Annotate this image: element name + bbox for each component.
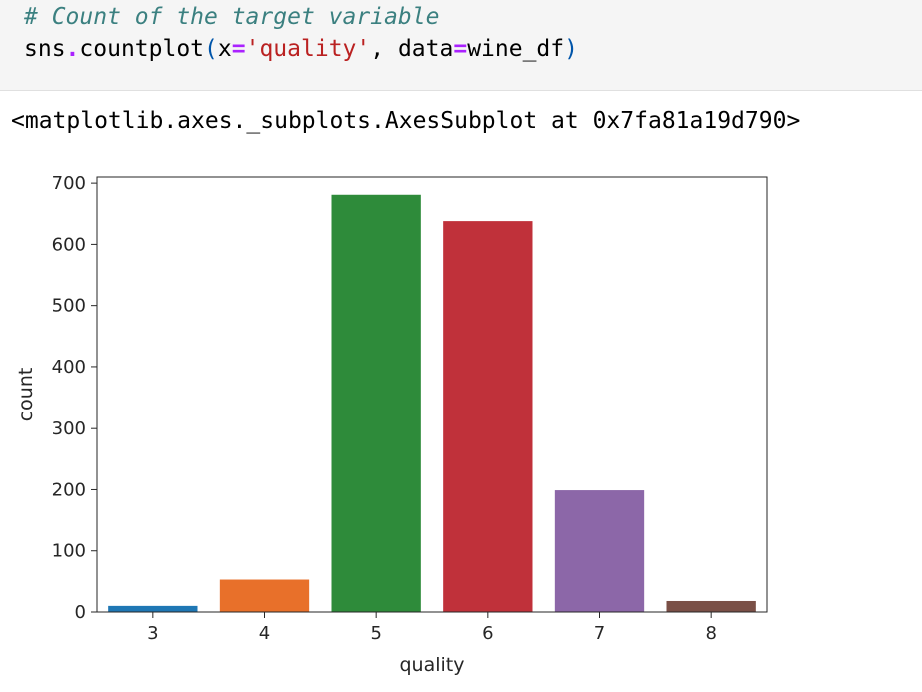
x-tick-label: 5 [370,623,381,644]
code-token-close-paren: ) [564,36,578,62]
code-token-arg-name: data [397,36,454,62]
bar-quality-6 [443,221,533,612]
bar-quality-7 [554,490,645,612]
code-token-equals: = [231,36,246,62]
x-tick-label: 8 [705,623,716,644]
code-token-module: sns [24,36,66,62]
bar-quality-8 [666,600,756,612]
code-token-comma: , [370,36,398,62]
code-statement: sns.countplot(x='quality', data=wine_df) [24,36,578,62]
x-axis-ticks: 3 4 5 6 7 8 [147,612,717,644]
code-comment: # Count of the target variable [24,4,440,30]
code-token-variable: wine_df [467,36,565,62]
y-tick-label: 0 [75,602,86,623]
y-tick-label: 600 [52,234,86,255]
code-token-function: countplot [79,36,205,62]
y-axis-label: count [15,368,37,422]
countplot-chart: 0 100 200 300 400 500 600 700 3 4 5 6 7 8 quality co… [15,173,768,676]
code-token-dot: . [65,36,80,62]
x-tick-label: 4 [259,623,270,644]
axes-frame [96,176,768,613]
code-token-open-paren: ( [204,36,218,62]
x-tick-label: 6 [482,623,493,644]
bars-group [108,194,756,612]
x-tick-label: 7 [594,623,605,644]
y-tick-label: 400 [52,357,86,378]
y-tick-label: 300 [52,418,86,439]
y-tick-label: 700 [52,173,86,194]
y-tick-label: 500 [52,296,86,317]
y-tick-label: 100 [52,541,86,562]
bar-quality-3 [108,605,198,612]
bar-quality-4 [219,579,310,612]
code-cell[interactable]: # Count of the target variable sns.count… [0,0,922,91]
x-axis-label: quality [400,654,465,676]
code-token-equals: = [453,36,468,62]
cell-output-text: <matplotlib.axes._subplots.AxesSubplot a… [11,108,801,134]
code-token-arg-name: x [217,36,232,62]
code-token-string: 'quality' [245,36,371,62]
y-tick-label: 200 [52,479,86,500]
x-tick-label: 3 [147,623,158,644]
bar-quality-5 [331,194,421,612]
y-axis-ticks: 0 100 200 300 400 500 600 700 [52,173,97,623]
